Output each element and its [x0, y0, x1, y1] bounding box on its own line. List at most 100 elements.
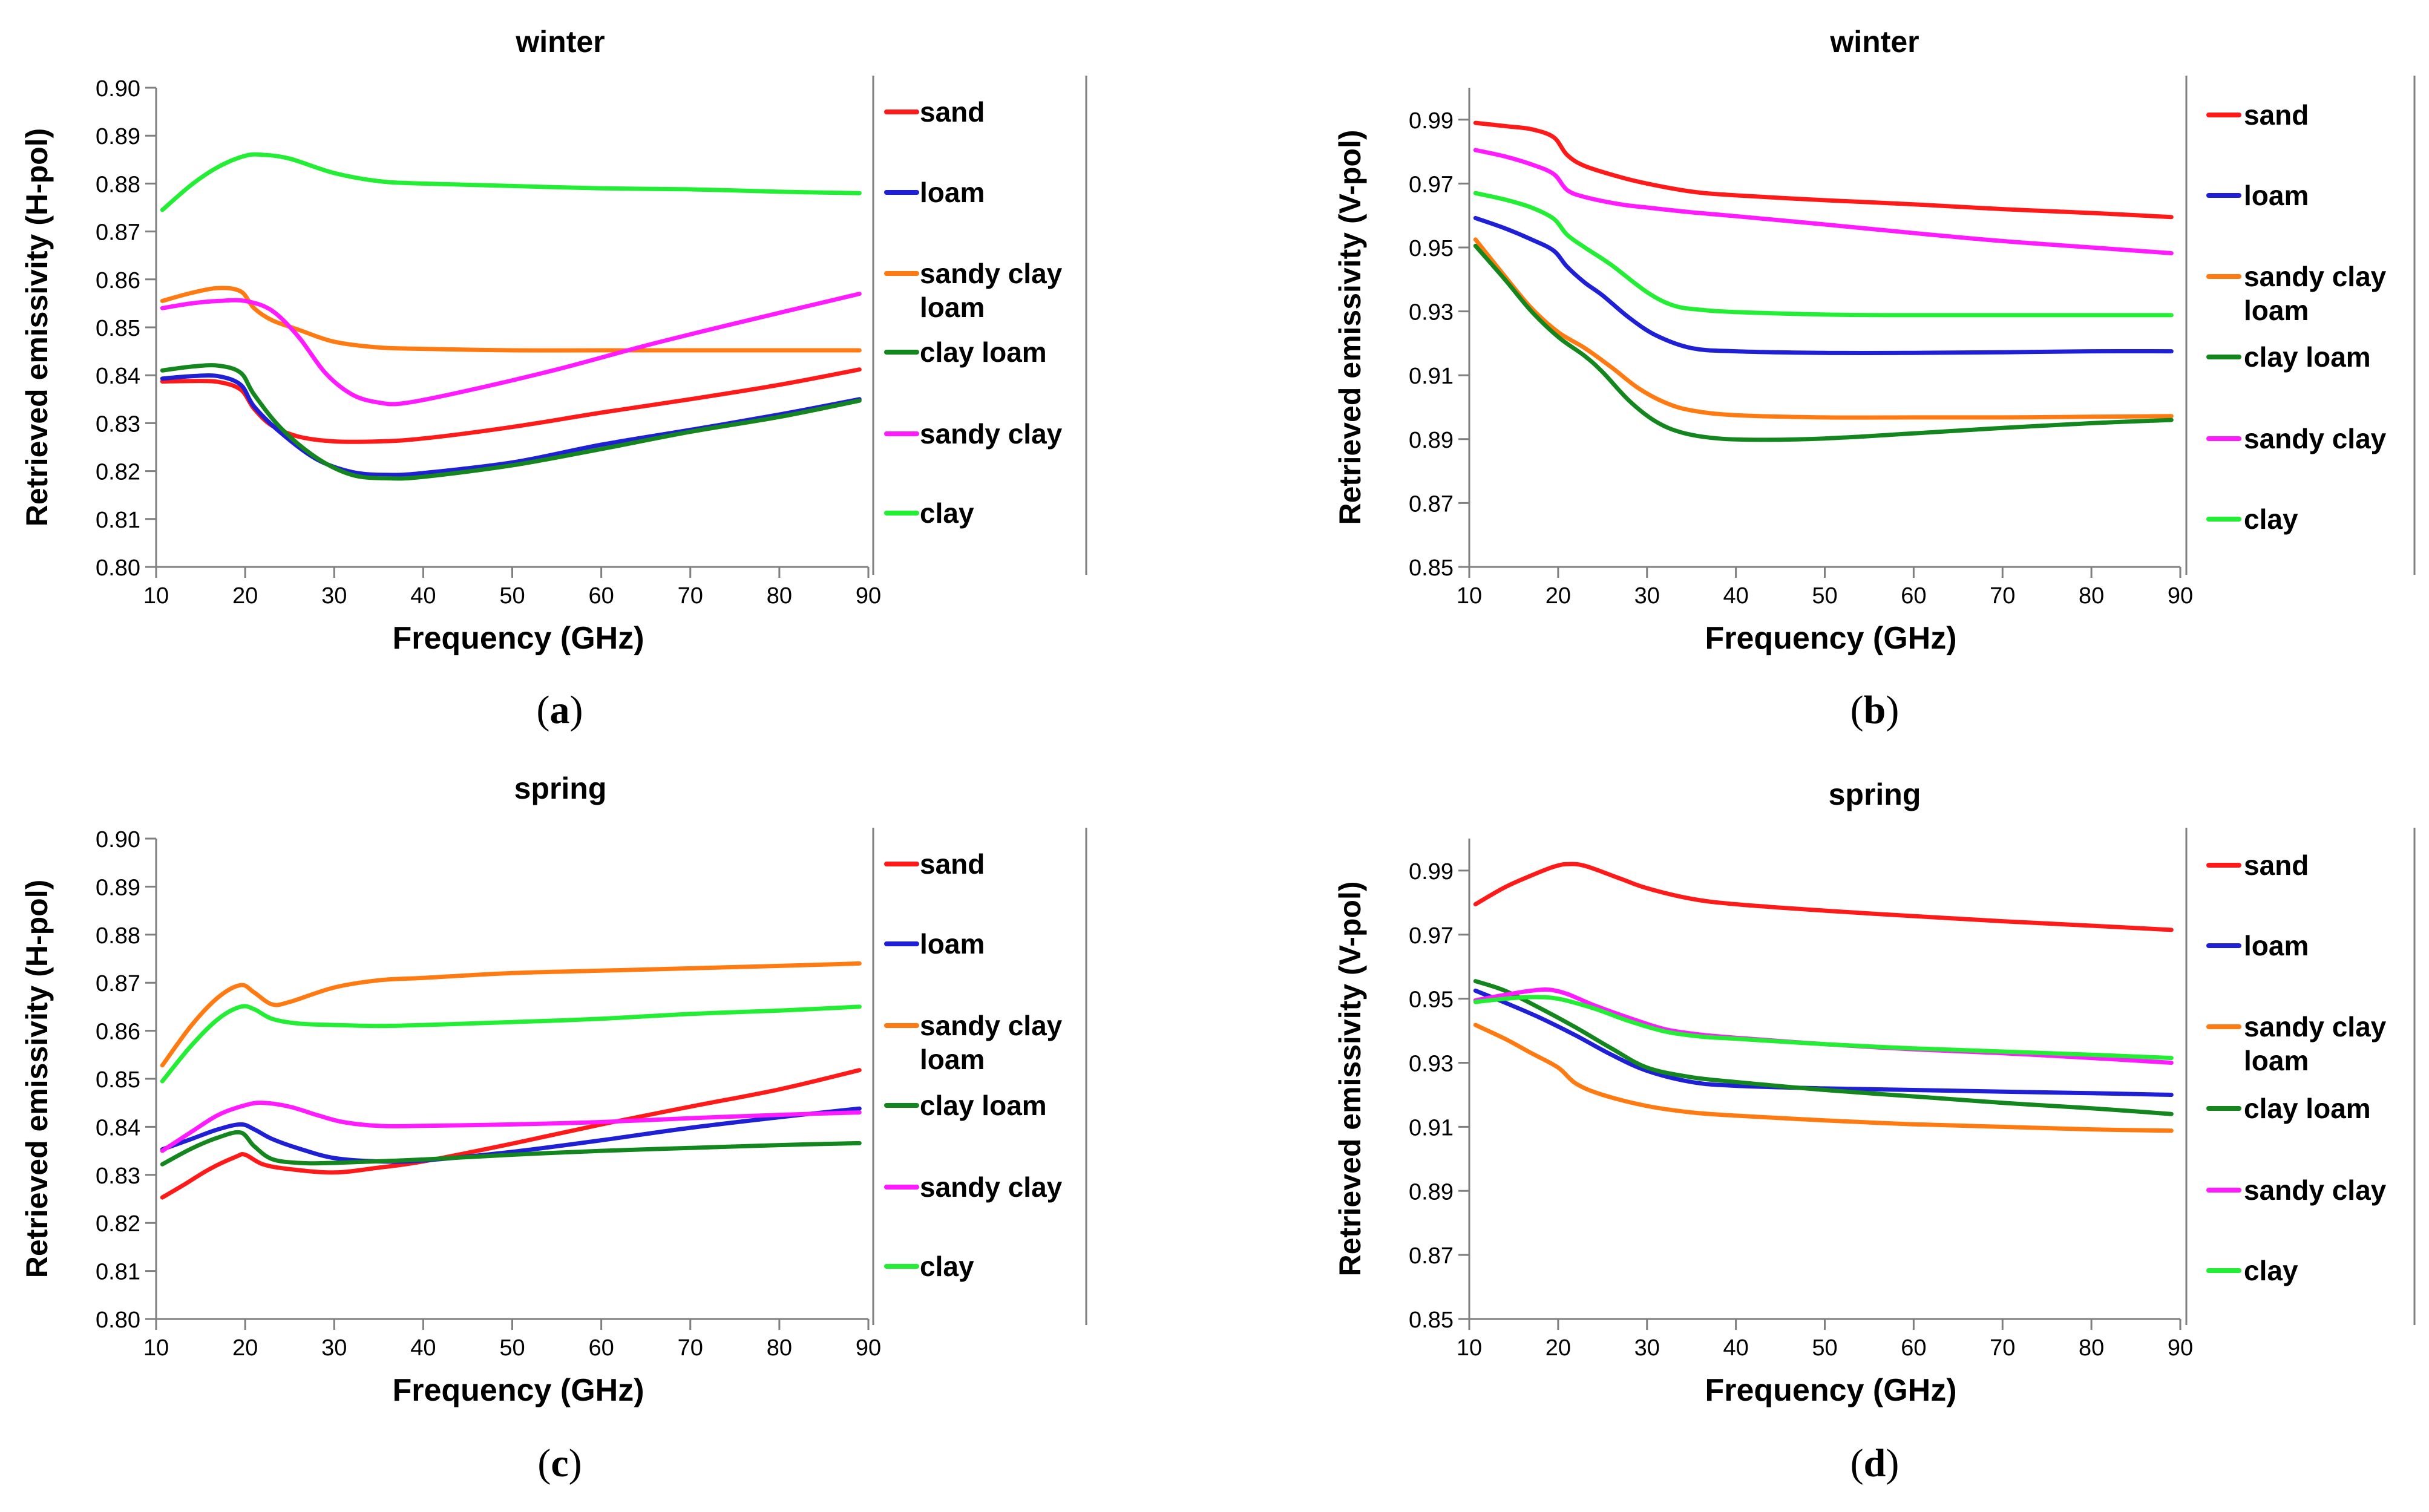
- series-line-sand: [1473, 862, 2174, 932]
- series-line-clay: [160, 152, 862, 212]
- legend-label-line: sandy clay: [2244, 1011, 2387, 1042]
- y-tick-label: 0.85: [1409, 555, 1454, 581]
- y-tick-label: 0.89: [1409, 428, 1454, 453]
- panel-caption: (b): [1850, 688, 1900, 732]
- y-tick-label: 0.99: [1409, 108, 1454, 134]
- y-axis-label: Retrieved emissivity (H-pol): [20, 128, 54, 527]
- legend-label-clay: clay: [2244, 503, 2298, 535]
- y-tick-label: 0.82: [96, 460, 140, 485]
- legend-label-sandy-clay-loam: sandy clay loam: [2244, 1011, 2387, 1076]
- caption-paren-close: ): [1886, 688, 1899, 732]
- y-tick-label: 0.89: [1409, 1179, 1454, 1205]
- legend-label-clay-loam: clay loam: [2244, 341, 2371, 373]
- legend-label-loam: loam: [2244, 180, 2309, 211]
- y-tick-label: 0.80: [96, 555, 140, 581]
- legend-label-line: loam: [920, 1044, 985, 1075]
- legend-label-clay-loam: clay loam: [2244, 1093, 2371, 1124]
- chart-title: winter: [515, 25, 605, 59]
- x-tick-label: 60: [588, 583, 614, 609]
- x-axis-label: Frequency (GHz): [1705, 621, 1956, 656]
- x-tick-label: 20: [1546, 1335, 1571, 1361]
- x-tick-label: 50: [499, 1335, 525, 1361]
- legend-label-line: sandy clay: [920, 1010, 1063, 1041]
- caption-letter: d: [1864, 1441, 1886, 1485]
- y-tick-label: 0.89: [96, 875, 140, 900]
- chart-panel-c: spring 0.80 0.81 0.82 0.83 0.84 0.85 0.86 0.87 0.…: [20, 771, 1087, 1485]
- y-tick-label: 0.88: [96, 923, 140, 949]
- y-tick-label: 0.86: [96, 268, 140, 293]
- caption-letter: b: [1864, 688, 1886, 732]
- caption-paren-open: (: [1850, 1441, 1864, 1485]
- x-axis-label: Frequency (GHz): [1705, 1373, 1956, 1408]
- y-tick-label: 0.90: [96, 827, 140, 853]
- series-line-clay-loam: [160, 1130, 862, 1167]
- legend-label-clay: clay: [2244, 1255, 2298, 1286]
- legend-label-line: loam: [2244, 295, 2309, 326]
- series-line-loam: [1473, 988, 2174, 1097]
- legend-label-sandy-clay-loam: sandy clay loam: [2244, 261, 2387, 326]
- legend-label-sandy-clay-loam: sandy clay loam: [920, 258, 1063, 323]
- y-tick-label: 0.85: [96, 316, 140, 341]
- x-tick-label: 10: [1457, 1335, 1482, 1361]
- y-tick-label: 0.97: [1409, 923, 1454, 949]
- y-tick-label: 0.93: [1409, 300, 1454, 326]
- series-line-clay-loam: [160, 363, 862, 481]
- panel-caption: (c): [537, 1441, 582, 1485]
- series-line-clay-loam: [1473, 243, 2174, 442]
- y-tick-label: 0.87: [96, 220, 140, 246]
- x-tick-label: 30: [1634, 583, 1660, 609]
- legend-label-sandy-clay: sandy clay: [920, 418, 1063, 450]
- series-line-sandy-clay-loam: [1473, 237, 2174, 420]
- chart-title: spring: [514, 771, 607, 805]
- series-line-sand: [1473, 120, 2174, 220]
- series-line-clay: [1473, 191, 2174, 318]
- caption-paren-open: (: [537, 688, 550, 732]
- x-tick-label: 90: [856, 1335, 881, 1361]
- legend-label-clay-loam: clay loam: [920, 336, 1047, 368]
- series-line-clay: [160, 1004, 862, 1084]
- legend-label-sandy-clay-loam: sandy clay loam: [920, 1010, 1063, 1075]
- y-tick-label: 0.85: [96, 1067, 140, 1093]
- caption-paren-open: (: [1850, 688, 1864, 732]
- y-axis-label: Retrieved emissivity (V-pol): [1333, 881, 1367, 1276]
- y-tick-label: 0.99: [1409, 859, 1454, 885]
- series-line-sand: [160, 1068, 862, 1200]
- x-tick-label: 30: [321, 1335, 347, 1361]
- series-line-sandy-clay-loam: [1473, 1023, 2174, 1133]
- legend-label-loam: loam: [920, 928, 985, 960]
- x-tick-label: 90: [2168, 1335, 2193, 1361]
- x-tick-label: 20: [232, 583, 258, 609]
- legend-label-line: loam: [2244, 1045, 2309, 1076]
- x-tick-label: 20: [1546, 583, 1571, 609]
- x-tick-label: 70: [1990, 1335, 2015, 1361]
- x-tick-label: 80: [2079, 583, 2104, 609]
- x-tick-label: 60: [588, 1335, 614, 1361]
- x-tick-label: 10: [143, 1335, 169, 1361]
- x-tick-label: 40: [1723, 1335, 1748, 1361]
- series-line-loam: [1473, 215, 2174, 355]
- y-axis-label: Retrieved emissivity (H-pol): [20, 880, 54, 1278]
- x-tick-label: 70: [678, 583, 703, 609]
- x-tick-label: 30: [1634, 1335, 1660, 1361]
- chart-panel-b: winter 0.85 0.87 0.89 0.91 0.93 0.95 0.97 0.99 10…: [1333, 25, 2416, 732]
- legend-label-line: loam: [920, 292, 985, 323]
- caption-paren-close: ): [1886, 1441, 1899, 1485]
- legend-label-loam: loam: [920, 177, 985, 208]
- y-tick-label: 0.83: [96, 411, 140, 437]
- x-tick-label: 80: [767, 1335, 792, 1361]
- x-tick-label: 50: [1812, 1335, 1837, 1361]
- legend-label-sand: sand: [2244, 99, 2309, 131]
- caption-letter: c: [551, 1441, 568, 1485]
- legend-label-line: sandy clay: [920, 258, 1063, 289]
- x-tick-label: 10: [143, 583, 169, 609]
- x-tick-label: 40: [410, 1335, 436, 1361]
- x-tick-label: 40: [1723, 583, 1748, 609]
- series-line-sand: [160, 367, 862, 444]
- y-tick-label: 0.90: [96, 76, 140, 102]
- legend-label-clay-loam: clay loam: [920, 1090, 1047, 1121]
- legend-label-sand: sand: [920, 96, 985, 128]
- legend-label-sand: sand: [920, 848, 985, 880]
- chart-panel-a: winter 0.80 0.81 0.82 0.83 0.84 0.85 0.86 0.87 0.…: [20, 25, 1087, 732]
